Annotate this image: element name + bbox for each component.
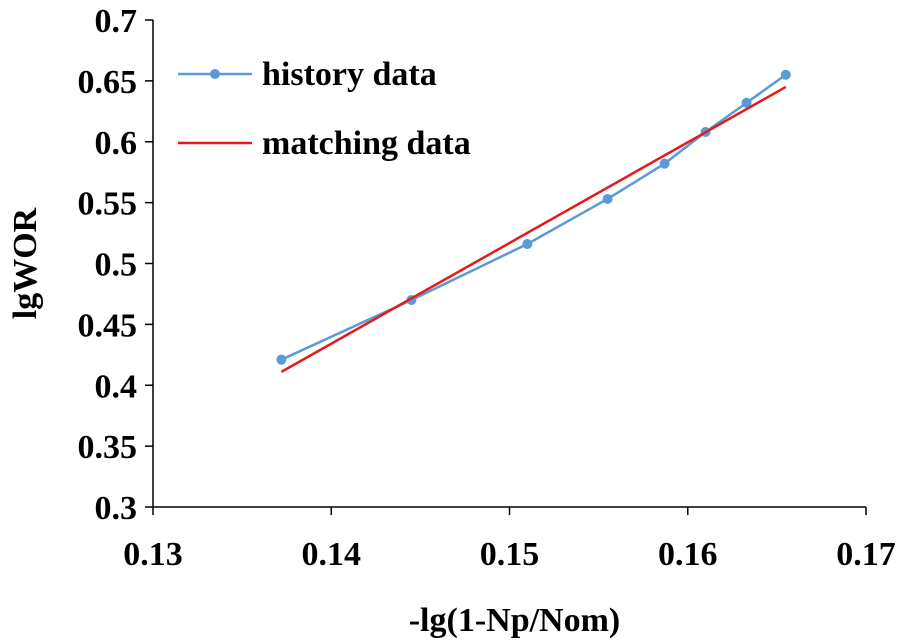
data-point-history-data <box>522 239 533 250</box>
legend-marker-history-data <box>210 69 220 79</box>
y-tick-label: 0.65 <box>78 64 138 101</box>
series-line-matching-data <box>280 85 787 373</box>
y-tick-label: 0.45 <box>78 307 138 344</box>
y-ticks: 0.3 0.35 0.4 0.45 0.5 0.55 0.6 0.65 0.7 <box>78 3 153 527</box>
data-point-history-data <box>780 69 791 80</box>
series-line-history-data <box>280 73 787 361</box>
x-tick-label: 0.17 <box>836 536 896 573</box>
legend-label-matching-data: matching data <box>262 125 471 162</box>
y-tick-label: 0.7 <box>95 3 138 40</box>
x-axis-title: -lg(1-Np/Nom) <box>409 602 621 639</box>
x-tick-label: 0.14 <box>302 536 362 573</box>
y-axis-title: lgWOR <box>7 207 44 319</box>
legend: history data matching data <box>178 56 471 162</box>
y-tick-label: 0.4 <box>95 368 138 405</box>
x-tick-label: 0.16 <box>658 536 718 573</box>
y-tick-label: 0.55 <box>78 186 138 223</box>
data-point-history-data <box>602 193 613 204</box>
data-point-history-data <box>659 158 670 169</box>
y-tick-label: 0.6 <box>95 125 138 162</box>
series-group <box>276 69 791 373</box>
data-point-history-data <box>276 354 287 365</box>
legend-label-history-data: history data <box>262 56 437 93</box>
x-tick-label: 0.15 <box>480 536 540 573</box>
x-tick-label: 0.13 <box>123 536 183 573</box>
data-point-history-data <box>741 97 752 108</box>
y-tick-label: 0.5 <box>95 247 138 284</box>
y-tick-label: 0.35 <box>78 429 138 466</box>
x-ticks: 0.13 0.14 0.15 0.16 0.17 <box>123 507 896 573</box>
y-tick-label: 0.3 <box>95 490 138 527</box>
